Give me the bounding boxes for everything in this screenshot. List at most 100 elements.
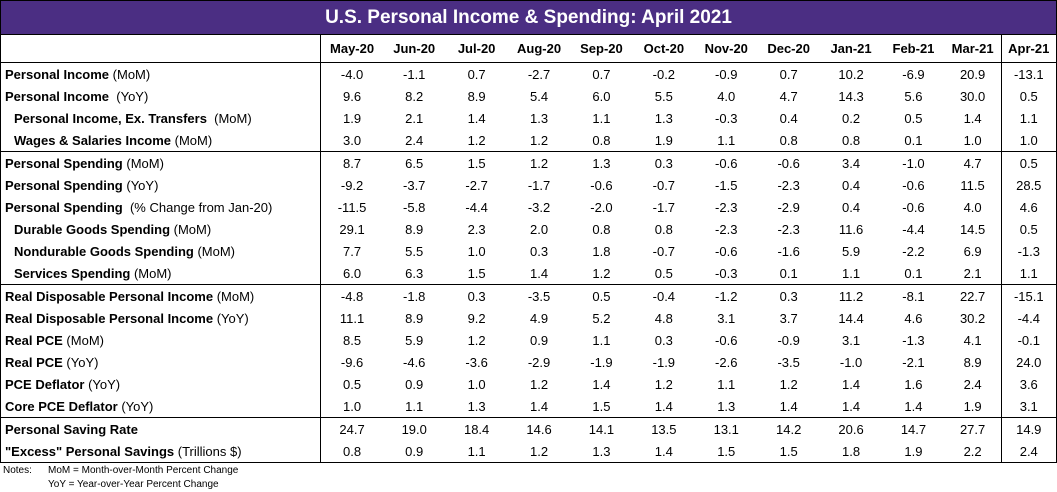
value-cell: 1.1: [445, 440, 508, 463]
value-cell: 14.4: [838, 310, 864, 326]
row-label-main: Personal Income, Ex. Transfers: [14, 110, 207, 126]
value-cell: 11.6: [838, 221, 864, 237]
value-cell: 0.1: [882, 129, 945, 152]
row-label: Personal Spending (MoM): [1, 152, 321, 175]
value-cell: -0.1: [1000, 329, 1057, 351]
value-cell: -2.3: [777, 177, 800, 193]
value-cell: -0.6: [715, 332, 738, 348]
row-label-main: Real Disposable Personal Income: [5, 288, 214, 304]
value-cell: -9.6: [320, 351, 384, 373]
row-label-unit: (MoM): [213, 288, 255, 304]
value-cell: 4.6: [1000, 196, 1057, 218]
note-text: MoM = Month-over-Month Percent Change: [48, 465, 239, 476]
value-cell: 6.5: [405, 155, 424, 171]
value-cell: 0.7: [592, 66, 611, 82]
value-cell: 0.5: [1000, 151, 1057, 174]
value-cell: 18.4: [463, 421, 490, 437]
value-cell: 1.5: [695, 440, 758, 463]
value-cell: 0.8: [757, 129, 820, 152]
column-header: Jul-20: [445, 35, 508, 63]
value-cell: 22.7: [959, 288, 986, 304]
value-cell: 24.0: [1000, 351, 1057, 373]
table-row: PCE Deflator (YoY) 0.5 0.9 1.0 1.2 1.4 1.2 1.1 1…: [1, 373, 1057, 395]
value-cell: 6.9: [963, 243, 982, 259]
header-label-cell: [0, 35, 321, 63]
value-cell: 0.8: [654, 221, 673, 237]
value-cell: -4.4: [902, 221, 925, 237]
value-cell: -9.2: [320, 174, 384, 196]
row-label-main: Real PCE: [5, 354, 63, 370]
row-label-main: Durable Goods Spending: [14, 221, 171, 237]
row-label: Real Disposable Personal Income (YoY): [1, 307, 321, 329]
value-cell: 2.4: [1000, 440, 1057, 463]
value-cell: 1.4: [819, 395, 883, 418]
table-row: Real Disposable Personal Income (MoM) -4.…: [1, 284, 1057, 307]
row-label-main: Services Spending: [14, 265, 131, 281]
row-label-main: "Excess" Personal Savings: [5, 443, 175, 459]
value-cell: -2.6: [715, 354, 738, 370]
column-header: Mar-21: [944, 35, 1002, 63]
value-cell: 1.5: [570, 395, 633, 418]
value-cell: 1.9: [320, 107, 384, 129]
row-label-main: Personal Spending: [5, 177, 123, 193]
value-cell: 30.0: [959, 88, 986, 104]
table-row: Personal Income, Ex. Transfers (MoM) 1.9 2…: [1, 107, 1057, 129]
row-label-unit: (Trillions $): [174, 443, 242, 459]
value-cell: 9.6: [320, 85, 384, 107]
value-cell: 14.1: [588, 421, 615, 437]
value-cell: -1.2: [715, 288, 738, 304]
row-label-unit: (YoY): [117, 398, 154, 414]
table-row: Services Spending (MoM) 6.0 6.3 1.5 1.4 1.2 0.…: [0, 262, 1057, 285]
value-cell: -0.7: [652, 177, 676, 193]
row-label-main: Nondurable Goods Spending: [14, 243, 194, 259]
value-cell: 0.4: [842, 199, 861, 215]
value-cell: 1.8: [819, 440, 883, 463]
value-cell: 1.5: [757, 440, 820, 463]
value-cell: 14.2: [776, 421, 802, 437]
column-header: Jun-20: [383, 35, 446, 63]
value-cell: -1.3: [1000, 240, 1057, 262]
row-label-main: Real PCE: [5, 332, 63, 348]
value-cell: 4.7: [963, 155, 982, 171]
value-cell: 1.2: [507, 440, 571, 463]
table-row: Durable Goods Spending (MoM) 29.1 8.9 2.3 2.…: [1, 218, 1057, 240]
value-cell: 2.2: [944, 440, 1002, 463]
value-cell: -2.7: [465, 177, 488, 193]
value-cell: -1.7: [527, 177, 551, 193]
value-cell: 0.5: [632, 262, 696, 285]
row-label-unit: (YoY): [84, 376, 121, 392]
value-cell: 7.7: [320, 240, 384, 262]
value-cell: 0.3: [529, 243, 549, 259]
row-label: Personal Income (YoY): [1, 85, 321, 107]
note-text: YoY = Year-over-Year Percent Change: [48, 479, 219, 490]
value-cell: 1.4: [467, 110, 486, 126]
value-cell: 20.6: [838, 421, 864, 437]
column-header: Dec-20: [757, 35, 820, 63]
value-cell: -1.6: [777, 243, 800, 259]
value-cell: 0.8: [570, 129, 633, 152]
value-cell: -4.8: [320, 284, 384, 307]
value-cell: 1.2: [445, 129, 508, 152]
row-label: "Excess" Personal Savings (Trillions $): [0, 440, 321, 463]
value-cell: 11.5: [960, 177, 985, 193]
value-cell: 13.5: [651, 421, 677, 437]
column-header: Sep-20: [570, 35, 633, 63]
value-cell: -1.7: [652, 199, 676, 215]
value-cell: -6.9: [902, 66, 925, 82]
value-cell: 8.7: [320, 151, 384, 174]
value-cell: 14.6: [526, 421, 552, 437]
value-cell: -2.3: [715, 199, 738, 215]
row-label-main: Core PCE Deflator: [5, 398, 118, 414]
value-cell: 3.1: [1000, 395, 1057, 418]
value-cell: 2.1: [944, 262, 1002, 285]
value-cell: 1.0: [320, 395, 384, 418]
value-cell: 5.9: [405, 332, 424, 348]
row-label-unit: (MoM): [206, 110, 252, 126]
value-cell: 0.9: [529, 332, 549, 348]
value-cell: 1.1: [1000, 262, 1057, 285]
value-cell: 14.5: [959, 221, 986, 237]
value-cell: -0.3: [715, 110, 738, 126]
row-label-main: Personal Spending: [5, 199, 123, 215]
value-cell: 3.6: [1000, 373, 1057, 395]
value-cell: 4.6: [904, 310, 923, 326]
